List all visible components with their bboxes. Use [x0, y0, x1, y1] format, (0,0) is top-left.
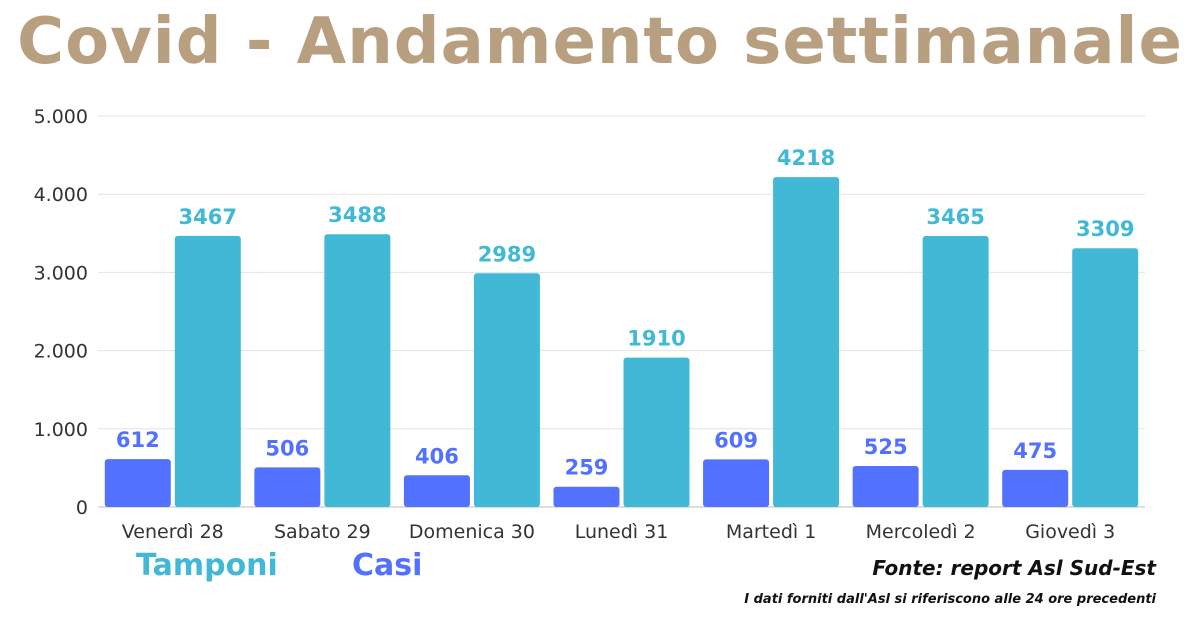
y-tick-label: 0 — [76, 497, 88, 519]
data-label-casi: 406 — [415, 444, 459, 468]
bar-tamponi — [1072, 248, 1139, 507]
data-label-tamponi: 3309 — [1076, 217, 1134, 241]
y-axis-ticks: 0 1.000 2.000 3.000 4.000 5.000 — [34, 106, 88, 519]
footnote: I dati forniti dall'Asl si riferiscono a… — [744, 592, 1156, 607]
chart-title: Covid - Andamento settimanale — [17, 5, 1183, 79]
data-label-tamponi: 1910 — [627, 327, 685, 351]
data-label-casi: 525 — [864, 435, 908, 459]
bar-tamponi — [623, 357, 690, 507]
x-tick-label: Sabato 29 — [274, 521, 371, 543]
source-credit: Fonte: report Asl Sud-Est — [872, 556, 1156, 580]
x-tick-label: Martedì 1 — [726, 521, 816, 543]
x-tick-label: Lunedì 31 — [575, 521, 669, 543]
bar-tamponi — [473, 273, 540, 507]
data-label-casi: 475 — [1013, 439, 1057, 463]
data-labels: 612 3467 506 3488 406 2989 259 1910 609 4218 525 34… — [116, 146, 1135, 480]
data-label-casi: 612 — [116, 428, 160, 452]
y-tick-label: 5.000 — [34, 106, 88, 128]
y-tick-label: 3.000 — [34, 262, 88, 284]
data-label-tamponi: 3488 — [328, 203, 386, 227]
data-label-casi: 259 — [565, 456, 609, 480]
y-tick-label: 4.000 — [34, 184, 88, 206]
data-label-tamponi: 3467 — [179, 205, 237, 229]
legend-tamponi: Tamponi — [136, 548, 278, 583]
bar-tamponi — [773, 177, 840, 507]
x-tick-label: Giovedì 3 — [1025, 521, 1115, 543]
bar-casi — [1002, 469, 1069, 507]
bar-casi — [852, 465, 919, 507]
legend-casi: Casi — [352, 548, 423, 583]
data-label-tamponi: 3465 — [926, 205, 984, 229]
x-tick-label: Domenica 30 — [409, 521, 535, 543]
x-tick-label: Venerdì 28 — [122, 521, 224, 543]
x-tick-label: Mercoledì 2 — [866, 521, 976, 543]
bar-casi — [403, 475, 470, 507]
bar-casi — [703, 459, 770, 507]
bar-tamponi — [174, 235, 241, 507]
bar-casi — [553, 486, 620, 507]
bars — [104, 177, 1139, 508]
x-axis-ticks: Venerdì 28 Sabato 29 Domenica 30 Lunedì 31 M… — [122, 521, 1115, 543]
y-tick-label: 2.000 — [34, 341, 88, 363]
bar-casi — [104, 459, 171, 507]
bar-tamponi — [324, 234, 391, 507]
data-label-tamponi: 4218 — [777, 146, 835, 170]
data-label-casi: 609 — [714, 428, 758, 452]
bar-casi — [254, 467, 321, 507]
data-label-tamponi: 2989 — [478, 242, 536, 266]
data-label-casi: 506 — [265, 436, 309, 460]
y-tick-label: 1.000 — [34, 419, 88, 441]
bar-tamponi — [922, 236, 989, 508]
